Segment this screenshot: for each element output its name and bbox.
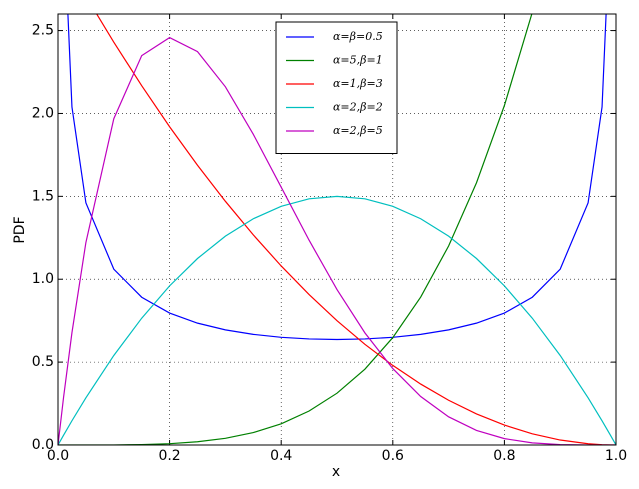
y-tick-label: 2.0	[32, 105, 54, 121]
y-tick-label: 0.0	[32, 437, 54, 453]
plot-frame	[57, 13, 617, 446]
x-tick-label: 0.2	[158, 448, 180, 464]
x-tick-label: 0.4	[270, 448, 292, 464]
y-tick-label: 2.5	[32, 23, 54, 39]
series-line	[96, 14, 616, 445]
y-axis-label: PDF	[12, 216, 28, 243]
x-tick-label: 0.8	[493, 448, 515, 464]
x-tick-label: 0.0	[47, 448, 69, 464]
legend-label: α=2,β=2	[333, 101, 383, 114]
series-line	[67, 14, 607, 341]
y-tick-label: 0.5	[32, 354, 54, 370]
legend-label: α=5,β=1	[333, 54, 383, 67]
legend-label: α=2,β=5	[333, 124, 383, 137]
x-axis-label: x	[332, 464, 340, 480]
y-tick-label: 1.0	[32, 271, 54, 287]
series-line	[58, 195, 616, 445]
y-tick-label: 1.5	[32, 188, 54, 204]
legend-label: α=1,β=3	[333, 77, 383, 90]
x-tick-label: 0.6	[382, 448, 404, 464]
legend-label: α=β=0.5	[333, 30, 383, 43]
x-tick-label: 1.0	[605, 448, 627, 464]
